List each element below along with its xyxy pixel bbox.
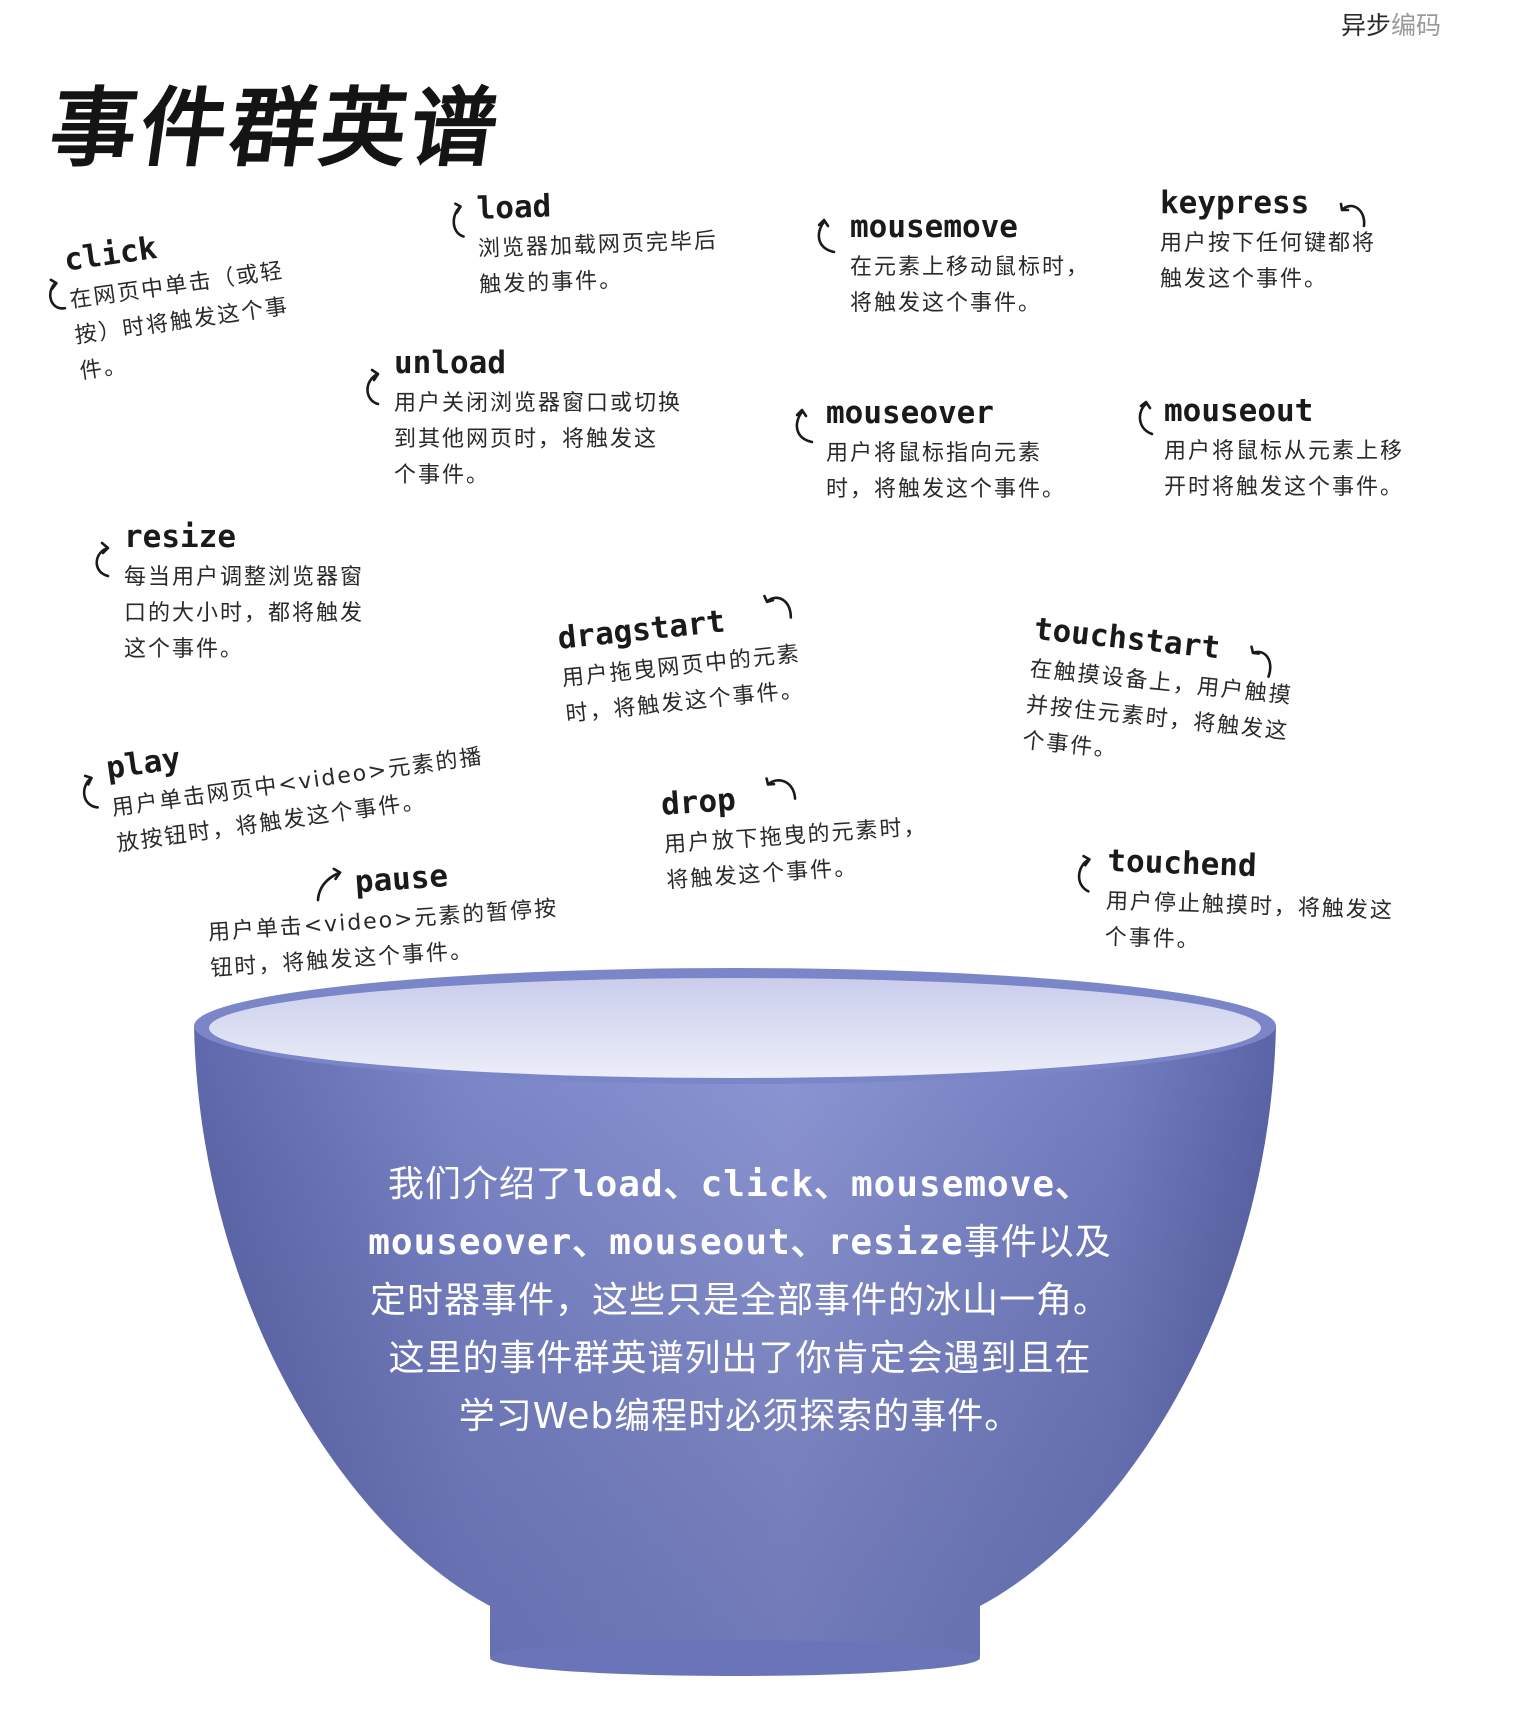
curved-arrow-icon — [452, 202, 465, 238]
event-description: 浏览器加载网页完毕后 触发的事件。 — [477, 228, 719, 299]
event-name: mouseout — [1164, 393, 1314, 429]
event-description: 每当用户调整浏览器窗 口的大小时，都将触发 这个事件。 — [124, 565, 365, 663]
curved-arrow-icon — [765, 777, 797, 800]
event-name: unload — [394, 345, 506, 381]
event-name: resize — [124, 519, 236, 555]
caption-line4: 这里的事件群英谱列出了你肯定会遇到且在 — [388, 1338, 1092, 1379]
caption-line1-events: load、click、mousemove、 — [572, 1164, 1093, 1205]
event-dragstart: dragstart 用户拖曳网页中的元素 时，将触发这个事件。 — [556, 594, 806, 734]
curved-arrow-icon — [48, 278, 67, 310]
event-play: play 用户单击网页中<video>元素的播 放按钮时，将触发这个事件。 — [82, 700, 491, 863]
event-click: click 在网页中单击（或轻 按）时将触发这个事 件。 — [48, 214, 297, 391]
event-touchstart: touchstart 在触摸设备上，用户触摸 并按住元素时，将触发这 个事件。 — [1021, 611, 1299, 787]
book-header: 异步编码 — [1341, 6, 1441, 42]
book-header-part2: 编码 — [1391, 11, 1442, 40]
caption-line2-events: mouseover、mouseout、resize — [368, 1222, 964, 1263]
event-description: 用户关闭浏览器窗口或切换 到其他网页时，将触发这 个事件。 — [394, 391, 683, 489]
curved-arrow-icon — [795, 408, 814, 444]
event-description: 用户放下拖曳的元素时， 将触发这个事件。 — [663, 814, 929, 894]
event-resize: resize 每当用户调整浏览器窗 口的大小时，都将触发 这个事件。 — [95, 519, 365, 668]
event-touchend: touchend 用户停止触摸时，将触发这 个事件。 — [1077, 843, 1396, 966]
caption-line2-text: 事件以及 — [963, 1222, 1112, 1263]
event-description: 用户将鼠标从元素上移 开时将触发这个事件。 — [1164, 439, 1405, 501]
curved-arrow-icon — [817, 218, 836, 254]
event-description: 用户停止触摸时，将触发这 个事件。 — [1104, 889, 1395, 954]
event-unload: unload 用户关闭浏览器窗口或切换 到其他网页时，将触发这 个事件。 — [366, 345, 683, 494]
curved-arrow-icon — [1138, 400, 1154, 436]
event-name: load — [475, 188, 552, 227]
event-keypress: keypress 用户按下任何键都将 触发这个事件。 — [1160, 186, 1376, 298]
event-name: mousemove — [850, 209, 1018, 245]
bowl-caption: 我们介绍了load、click、mousemove、 mouseover、mou… — [300, 1156, 1180, 1446]
event-description: 用户将鼠标指向元素 时，将触发这个事件。 — [826, 441, 1067, 503]
curved-arrow-icon — [1077, 854, 1091, 893]
curved-arrow-icon — [763, 594, 793, 619]
curved-arrow-icon — [95, 541, 110, 578]
event-name: keypress — [1160, 185, 1310, 221]
event-description: 在元素上移动鼠标时， 将触发这个事件。 — [850, 255, 1091, 317]
event-pause: pause 用户单击<video>元素的暂停按 钮时，将触发这个事件。 — [204, 852, 562, 988]
curved-arrow-icon — [1250, 645, 1272, 678]
event-drop: drop 用户放下拖曳的元素时， 将触发这个事件。 — [660, 770, 931, 900]
event-description: 用户按下任何键都将 触发这个事件。 — [1160, 231, 1377, 293]
event-name: mouseover — [826, 395, 994, 431]
book-header-part1: 异步 — [1341, 11, 1392, 40]
curved-arrow-icon — [1339, 202, 1366, 228]
page-title: 事件群英谱 — [43, 78, 508, 179]
caption-line1-text: 我们介绍了 — [387, 1164, 573, 1205]
event-name: touchend — [1106, 843, 1258, 885]
caption-line5: 学习Web编程时必须探索的事件。 — [458, 1396, 1022, 1437]
bowl-icon — [194, 968, 1276, 1676]
caption-line3: 定时器事件，这些只是全部事件的冰山一角。 — [369, 1280, 1110, 1321]
event-mouseover: mouseover 用户将鼠标指向元素 时，将触发这个事件。 — [795, 395, 1067, 508]
event-mousemove: mousemove 在元素上移动鼠标时， 将触发这个事件。 — [817, 209, 1091, 322]
curved-arrow-icon — [366, 368, 380, 406]
event-mouseout: mouseout 用户将鼠标从元素上移 开时将触发这个事件。 — [1138, 393, 1405, 506]
curved-arrow-icon — [82, 774, 99, 809]
event-description: 在网页中单击（或轻 按）时将触发这个事 件。 — [68, 258, 291, 385]
curved-arrow-icon — [316, 867, 342, 902]
event-load: load 浏览器加载网页完毕后 触发的事件。 — [452, 184, 720, 304]
event-name: pause — [353, 858, 450, 901]
bowl-illustration — [190, 966, 1280, 1718]
